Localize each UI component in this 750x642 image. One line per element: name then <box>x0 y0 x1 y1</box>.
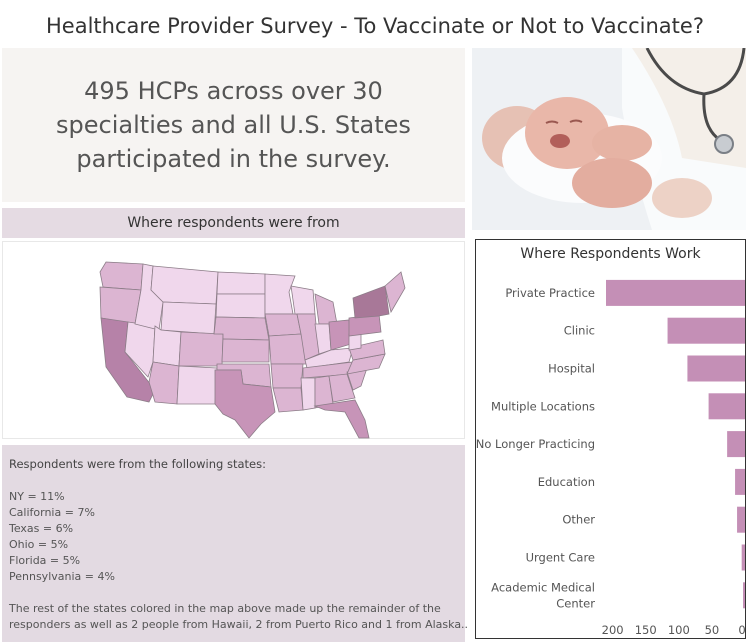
map-state-new-england <box>384 271 406 314</box>
state-stat: Florida = 5% <box>9 554 81 567</box>
bar-5 <box>735 468 745 495</box>
map-state-wa <box>99 261 144 291</box>
map-state-ar <box>270 363 304 389</box>
bar-1 <box>667 317 745 344</box>
map-state-va <box>348 339 386 361</box>
map-header: Where respondents were from <box>2 208 465 238</box>
page-title: Healthcare Provider Survey - To Vaccinat… <box>46 14 704 38</box>
states-note: The rest of the states colored in the ma… <box>9 601 469 633</box>
x-tick-label: 0 <box>738 623 745 637</box>
map-state-nm <box>176 365 218 405</box>
bar-0 <box>606 279 745 306</box>
bar-6 <box>737 506 745 533</box>
x-tick-label: 200 <box>602 623 624 637</box>
map-state-tx <box>214 369 276 439</box>
us-map-panel <box>2 241 465 439</box>
state-stat: Texas = 6% <box>9 522 74 535</box>
newborn-photo <box>472 48 746 230</box>
category-label: Clinic <box>564 324 595 338</box>
state-stat: California = 7% <box>9 506 95 519</box>
category-label: Academic Medical <box>491 580 595 594</box>
states-heading: Respondents were from the following stat… <box>9 457 266 471</box>
category-label: Multiple Locations <box>491 399 595 413</box>
chart-title: Where Respondents Work <box>520 246 701 262</box>
x-tick-label: 100 <box>668 623 690 637</box>
category-label: Other <box>562 513 595 527</box>
states-note-line: responders as well as 2 people from Hawa… <box>9 618 469 631</box>
map-state-ga <box>328 373 356 403</box>
map-state-wi <box>290 285 316 315</box>
bar-7 <box>741 544 745 571</box>
state-stat: Ohio = 5% <box>9 538 69 551</box>
map-state-mn <box>264 273 296 315</box>
category-label: Center <box>556 596 595 610</box>
category-label: No Longer Practicing <box>476 437 595 451</box>
map-state-ia <box>264 313 302 337</box>
category-label: Hospital <box>548 362 595 376</box>
bar-8 <box>743 582 745 609</box>
category-label: Private Practice <box>505 286 595 300</box>
map-state-ut <box>152 325 182 367</box>
state-stat: NY = 11% <box>9 490 65 503</box>
map-state-ks <box>221 338 270 363</box>
map-state-ms <box>300 377 316 411</box>
map-state-nd <box>216 271 266 295</box>
bar-3 <box>708 393 745 420</box>
map-state-mi <box>314 293 338 325</box>
map-state-fl <box>313 399 370 439</box>
x-tick-label: 50 <box>705 623 720 637</box>
us-states-map <box>99 261 406 439</box>
states-note-line: The rest of the states colored in the ma… <box>9 602 441 615</box>
work-chart-panel: Private Practice Clinic Hospital Multiple L… <box>475 239 746 639</box>
intro-text: 495 HCPs across over 30 specialties and … <box>56 77 411 173</box>
work-bar-chart: Private Practice Clinic Hospital Multiple L… <box>476 279 746 637</box>
map-state-co <box>178 331 224 367</box>
category-label: Education <box>538 475 595 489</box>
map-state-wy <box>160 301 217 335</box>
states-breakdown-panel: Respondents were from the following stat… <box>2 445 469 642</box>
map-state-az <box>148 361 180 405</box>
map-state-sd <box>215 293 266 319</box>
newborn-baby-with-doctor-image <box>472 48 746 230</box>
map-state-la <box>272 387 304 413</box>
x-tick-label: 150 <box>635 623 657 637</box>
intro-panel: 495 HCPs across over 30 specialties and … <box>2 48 465 202</box>
map-state-ny <box>352 285 390 319</box>
map-state-mt <box>150 265 219 305</box>
bar-2 <box>687 355 745 382</box>
map-state-oh <box>328 319 352 351</box>
category-label: Urgent Care <box>526 551 595 565</box>
state-stat: Pennsylvania = 4% <box>9 570 115 583</box>
bar-4 <box>727 431 745 458</box>
